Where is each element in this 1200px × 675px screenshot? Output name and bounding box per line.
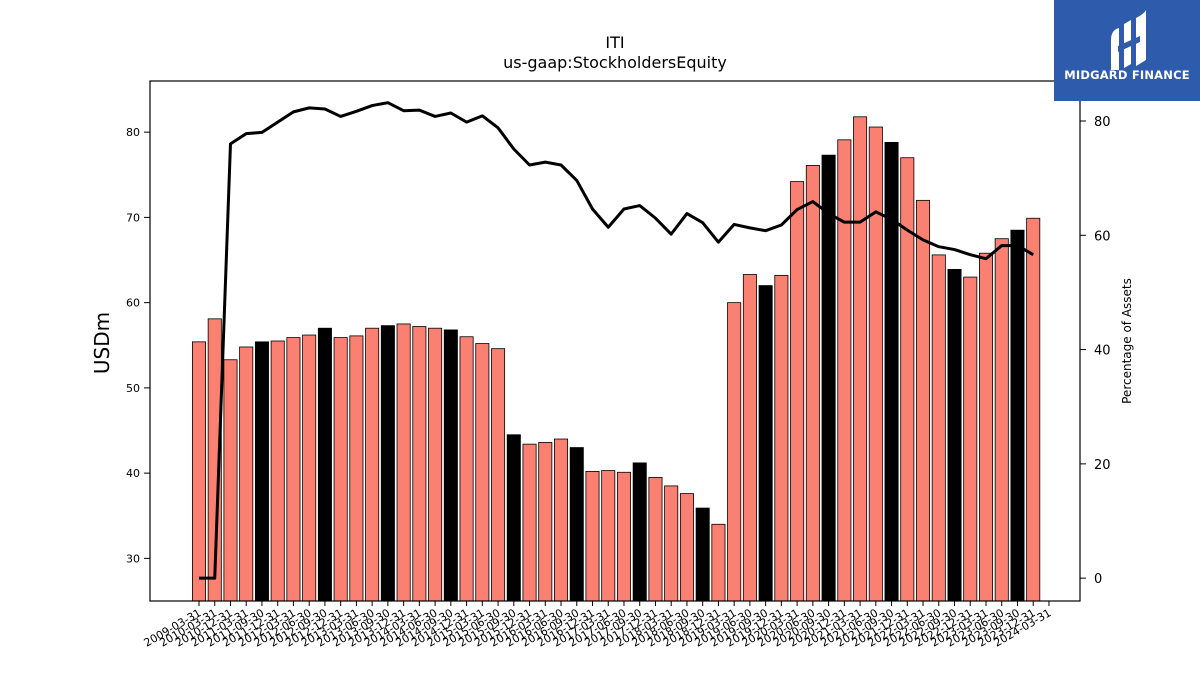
bar [979, 252, 994, 602]
bar [254, 341, 269, 602]
bar [821, 154, 836, 602]
bar [365, 327, 380, 602]
bar [554, 438, 569, 602]
bar [742, 274, 757, 602]
y-axis-label: USDm [90, 312, 114, 374]
bar [191, 341, 206, 602]
bar [900, 157, 915, 602]
y-tick-label: 70 [126, 211, 140, 224]
bar [286, 337, 301, 602]
bar [270, 340, 285, 602]
percentage-line-series [199, 101, 1034, 580]
bar [774, 274, 789, 602]
bar [727, 302, 742, 602]
bar [317, 327, 332, 602]
bar [223, 359, 238, 602]
bar [601, 470, 616, 602]
bar [916, 199, 931, 602]
bar [522, 443, 537, 602]
y2-axis-label: Percentage of Assets [1120, 278, 1134, 404]
chart-subtitle: us-gaap:StockholdersEquity [503, 53, 727, 72]
bar [790, 181, 805, 602]
bar [491, 348, 506, 602]
bar [506, 434, 521, 602]
y2-tick-label: 80 [1094, 115, 1111, 130]
bar [1010, 229, 1025, 602]
bar [994, 238, 1009, 602]
bar [396, 323, 411, 602]
y-tick-label: 60 [126, 297, 140, 310]
y2-tick-label: 20 [1094, 458, 1111, 473]
bar [239, 346, 254, 602]
bar [632, 462, 647, 602]
y-tick-label: 50 [126, 382, 140, 395]
bar [963, 276, 978, 602]
bar [853, 116, 868, 602]
y2-tick-label: 0 [1094, 572, 1102, 587]
right-axis-ticks: 0 20 40 60 80 [1080, 115, 1111, 587]
bar [758, 285, 773, 602]
bar [475, 343, 490, 602]
bar [538, 442, 553, 602]
bar [443, 329, 458, 602]
y2-tick-label: 60 [1094, 229, 1111, 244]
bar [569, 447, 584, 602]
bar [931, 254, 946, 602]
bar [1026, 217, 1041, 602]
bar [412, 326, 427, 602]
x-axis-ticks: 2009-03-312010-03-312010-12-312011-03-31… [142, 601, 1053, 650]
bar [664, 485, 679, 602]
bar [679, 493, 694, 602]
bar [837, 139, 852, 602]
logo-text: MIDGARD FINANCE [1064, 68, 1190, 82]
chart-title: ITI [605, 33, 625, 52]
bar [585, 471, 600, 602]
left-axis-ticks: 30 40 50 60 70 80 [126, 126, 150, 565]
y-tick-label: 40 [126, 467, 140, 480]
bar [947, 268, 962, 602]
bar [884, 141, 899, 602]
bar [349, 335, 364, 602]
y2-tick-label: 40 [1094, 344, 1111, 359]
midgard-logo-icon [1111, 10, 1146, 70]
bar [695, 507, 710, 602]
bar [648, 476, 663, 602]
bar [302, 334, 317, 602]
percentage-line [199, 101, 1034, 580]
y-tick-label: 30 [126, 552, 140, 565]
bar-series [191, 116, 1041, 602]
bar [428, 327, 443, 602]
plot-frame [149, 80, 1081, 602]
bar [711, 523, 726, 602]
bar [805, 164, 820, 602]
bar [868, 126, 883, 602]
bar [380, 325, 395, 602]
bar [616, 471, 631, 602]
bar [459, 336, 474, 602]
midgard-finance-logo: MIDGARD FINANCE [1054, 0, 1200, 101]
bar [333, 337, 348, 602]
y-tick-label: 80 [126, 126, 140, 139]
